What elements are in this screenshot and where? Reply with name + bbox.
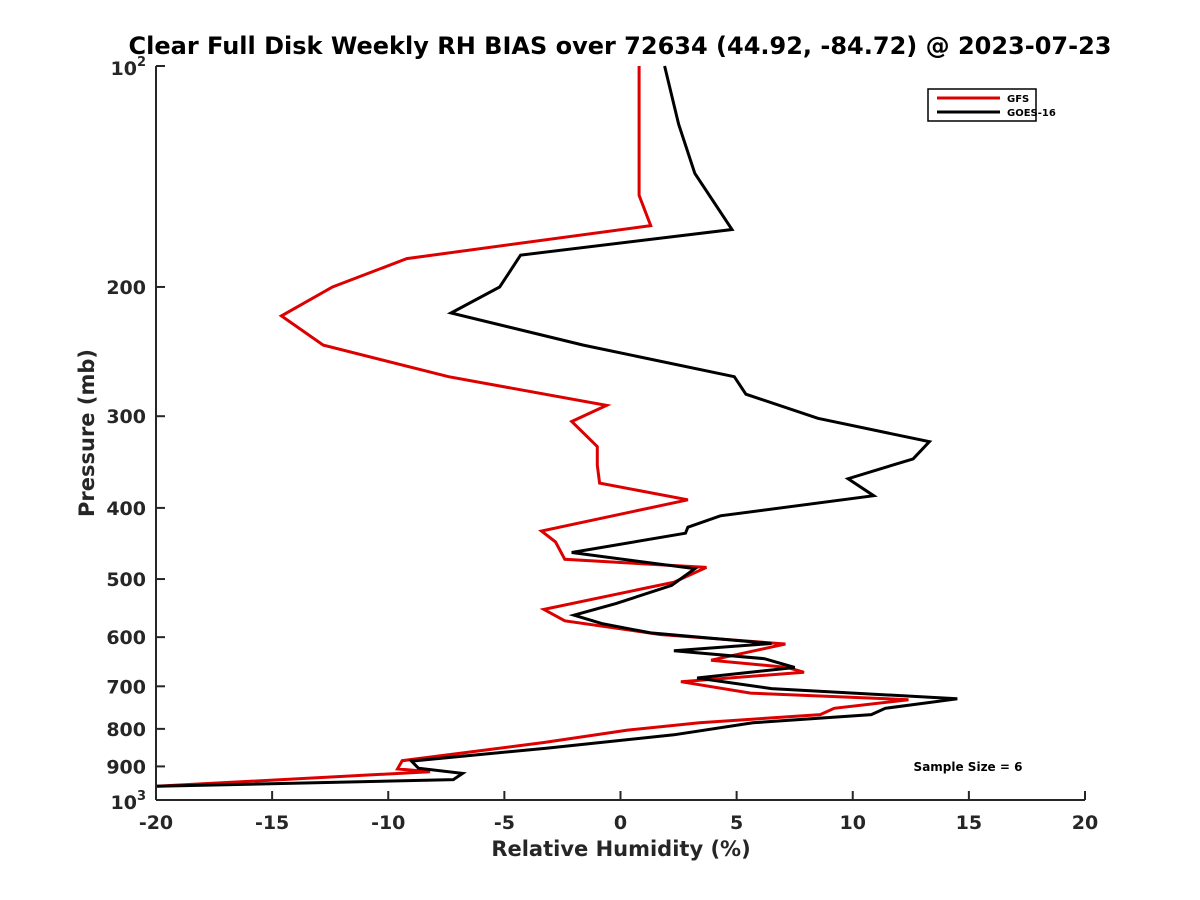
- y-tick-label: 300: [106, 406, 146, 428]
- x-tick-label: 5: [730, 812, 743, 834]
- legend-label-gfs: GFS: [1007, 94, 1029, 105]
- x-tick-label: 10: [840, 812, 866, 834]
- series-line-goes-16: [155, 65, 958, 788]
- sample-size-annotation: Sample Size = 6: [914, 760, 1023, 774]
- x-tick-label: 15: [956, 812, 982, 834]
- y-axis-label: Pressure (mb): [75, 349, 99, 517]
- y-tick-label: 800: [106, 719, 146, 741]
- x-tick-label: 0: [614, 812, 627, 834]
- y-tick-label: 200: [106, 277, 146, 299]
- x-tick-label: -15: [255, 812, 289, 834]
- x-tick-label: 20: [1072, 812, 1098, 834]
- series-line-gfs: [155, 66, 909, 788]
- y-tick-label: 700: [106, 676, 146, 698]
- y-tick-label-power: 102: [111, 55, 147, 80]
- plot-area: -20 -15 -10 -5 0 5 10 15 20 200 300 400 500 600 700 800…: [106, 55, 1098, 834]
- x-tick-label: -20: [139, 812, 173, 834]
- y-tick-label-power: 103: [111, 789, 147, 814]
- legend-label-goes-16: GOES-16: [1007, 108, 1056, 119]
- y-tick-label: 900: [106, 756, 146, 778]
- x-tick-label: -5: [494, 812, 515, 834]
- y-tick-label: 400: [106, 498, 146, 520]
- y-tick-label: 600: [106, 627, 146, 649]
- x-axis-label: Relative Humidity (%): [491, 837, 750, 861]
- x-tick-label: -10: [371, 812, 405, 834]
- legend: GFS GOES-16: [927, 88, 1056, 122]
- y-tick-label: 500: [106, 569, 146, 591]
- legend-box: [927, 88, 1037, 122]
- chart-title: Clear Full Disk Weekly RH BIAS over 7263…: [129, 32, 1112, 60]
